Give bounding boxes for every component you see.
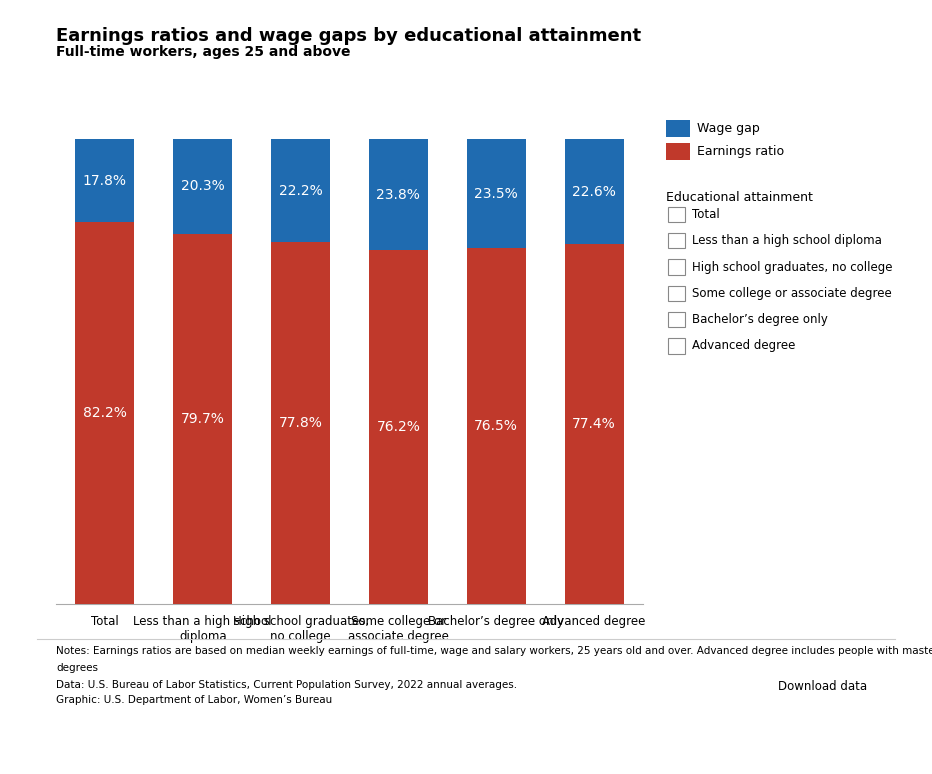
Text: degrees: degrees xyxy=(56,663,98,673)
Text: 22.6%: 22.6% xyxy=(572,185,616,199)
Text: Wage gap: Wage gap xyxy=(697,122,760,135)
Bar xyxy=(75,222,134,604)
Bar xyxy=(565,245,624,604)
Text: ✓: ✓ xyxy=(672,341,681,351)
Text: Data: U.S. Bureau of Labor Statistics, Current Population Survey, 2022 annual av: Data: U.S. Bureau of Labor Statistics, C… xyxy=(56,680,517,690)
Text: X: X xyxy=(884,735,895,748)
Text: 76.5%: 76.5% xyxy=(474,419,518,433)
Text: 79.7%: 79.7% xyxy=(181,412,225,426)
Bar xyxy=(271,242,330,604)
Bar xyxy=(271,139,330,242)
Text: 22.2%: 22.2% xyxy=(279,184,322,198)
Text: ✓: ✓ xyxy=(672,315,681,324)
Bar xyxy=(173,234,232,604)
Text: Advanced degree: Advanced degree xyxy=(692,340,796,352)
Bar xyxy=(75,139,134,222)
Text: Full-time workers, ages 25 and above: Full-time workers, ages 25 and above xyxy=(56,45,350,59)
Bar xyxy=(173,139,232,234)
Text: 23.8%: 23.8% xyxy=(377,187,420,201)
Text: Download data: Download data xyxy=(778,680,868,694)
Text: ✓: ✓ xyxy=(672,289,681,298)
Text: 77.8%: 77.8% xyxy=(279,416,322,430)
Text: ✓: ✓ xyxy=(672,210,681,219)
Text: 82.2%: 82.2% xyxy=(83,406,127,420)
Text: Graphic: U.S. Department of Labor, Women’s Bureau: Graphic: U.S. Department of Labor, Women… xyxy=(56,695,332,705)
Text: Some college or associate degree: Some college or associate degree xyxy=(692,287,892,300)
Bar xyxy=(467,248,526,604)
Text: Bachelor’s degree only: Bachelor’s degree only xyxy=(692,313,829,326)
Text: Notes: Earnings ratios are based on median weekly earnings of full-time, wage an: Notes: Earnings ratios are based on medi… xyxy=(56,646,932,656)
Text: Educational attainment: Educational attainment xyxy=(666,191,814,204)
Bar xyxy=(369,250,428,604)
Bar xyxy=(369,139,428,250)
Bar xyxy=(467,139,526,248)
Text: ✓: ✓ xyxy=(672,262,681,272)
Text: Total: Total xyxy=(692,208,720,221)
Text: Earnings ratio: Earnings ratio xyxy=(697,146,784,158)
Text: 77.4%: 77.4% xyxy=(572,417,616,431)
Text: 20.3%: 20.3% xyxy=(181,180,225,194)
Bar xyxy=(565,139,624,245)
Text: Earnings ratios and wage gaps by educational attainment: Earnings ratios and wage gaps by educati… xyxy=(56,27,641,45)
Text: High school graduates, no college: High school graduates, no college xyxy=(692,261,893,273)
Text: ✓: ✓ xyxy=(672,236,681,245)
Text: 76.2%: 76.2% xyxy=(377,420,420,433)
Text: 17.8%: 17.8% xyxy=(83,173,127,187)
Text: 23.5%: 23.5% xyxy=(474,187,518,201)
Text: Less than a high school diploma: Less than a high school diploma xyxy=(692,235,883,247)
